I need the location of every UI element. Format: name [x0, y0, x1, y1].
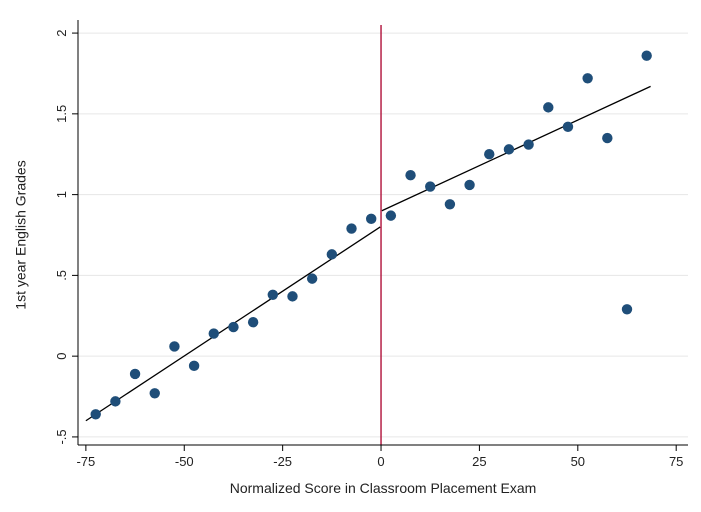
fit-line-right: [381, 85, 651, 212]
x-axis-label: Normalized Score in Classroom Placement …: [230, 480, 537, 496]
data-point: [641, 50, 652, 61]
x-tick-label: -25: [273, 454, 292, 469]
data-point: [365, 213, 377, 225]
x-tick-label: 0: [377, 454, 384, 469]
data-point: [149, 388, 160, 399]
y-tick-label: -.5: [54, 429, 69, 444]
tick-labels: -.5 0 .5 1 1.5 2 -75 -50 -25 0 25 50 75: [54, 29, 683, 469]
data-point: [464, 179, 475, 191]
fit-lines: [85, 85, 651, 422]
y-tick-label: 0: [54, 353, 69, 360]
data-point: [90, 409, 101, 420]
data-point: [503, 144, 515, 155]
data-point: [562, 121, 574, 132]
data-points: [90, 50, 652, 420]
data-point: [110, 396, 121, 407]
axes: [72, 20, 688, 451]
data-point: [188, 360, 200, 372]
data-point: [543, 102, 554, 113]
data-point: [385, 210, 397, 221]
x-tick-label: -75: [76, 454, 95, 469]
y-tick-label: 2: [54, 29, 69, 36]
grid-lines: [78, 32, 688, 438]
y-tick-label: 1: [54, 191, 69, 198]
data-point: [169, 341, 180, 352]
y-axis-label: 1st year English Grades: [13, 160, 29, 309]
data-point: [582, 73, 593, 84]
data-point: [346, 223, 357, 234]
y-tick-label: 1.5: [54, 105, 69, 123]
y-tick-label: .5: [54, 270, 69, 281]
x-tick-label: -50: [175, 454, 194, 469]
data-point: [484, 149, 495, 160]
data-point: [228, 321, 239, 333]
data-point: [621, 304, 633, 315]
data-point: [247, 317, 259, 328]
data-point: [326, 249, 338, 260]
data-point: [444, 199, 456, 210]
data-point: [306, 273, 318, 284]
data-point: [405, 170, 416, 181]
data-point: [208, 328, 219, 339]
x-tick-label: 25: [472, 454, 486, 469]
x-tick-label: 50: [571, 454, 585, 469]
data-point: [287, 291, 298, 302]
data-point: [267, 289, 279, 300]
data-point: [602, 132, 613, 144]
data-point: [425, 181, 436, 192]
x-tick-label: 75: [669, 454, 683, 469]
data-point: [129, 368, 141, 380]
data-point: [523, 139, 534, 150]
